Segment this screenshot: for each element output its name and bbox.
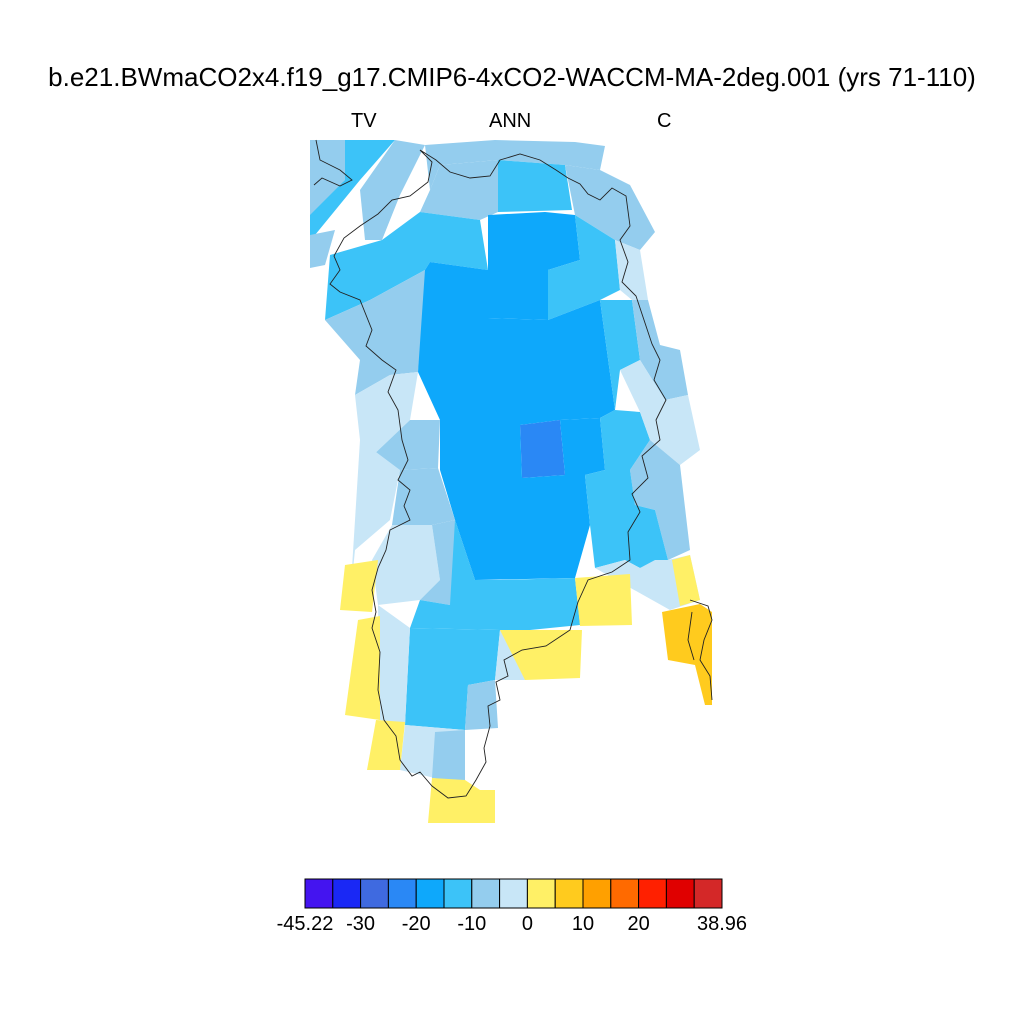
grid-cell [548, 215, 620, 320]
grid-cell [367, 720, 405, 770]
colorbar-box [665, 878, 695, 909]
grid-cell [500, 578, 580, 630]
grid-cell [350, 440, 400, 600]
grid-cell [325, 212, 488, 320]
colorbar-label: -20 [401, 913, 431, 935]
colorbar-box [554, 878, 584, 909]
grid-cell [378, 605, 410, 725]
colorbar-boxes [304, 878, 723, 909]
grid-cell [630, 440, 690, 560]
colorbar-box [360, 878, 389, 909]
colorbar-label: 20 [627, 913, 650, 935]
grid-cell [410, 520, 500, 630]
grid-cell [500, 630, 582, 680]
colorbar-box [387, 878, 417, 909]
grid-cell [418, 262, 615, 430]
grid-cell [600, 410, 650, 470]
colorbar-box [638, 878, 667, 909]
grid-cell [368, 420, 440, 470]
colorbar-box [471, 878, 501, 909]
colorbar-box [332, 878, 362, 909]
center-label: ANN [489, 110, 532, 132]
grid-cell [425, 140, 605, 190]
colorbar-label: -30 [346, 913, 376, 935]
grid-cell [565, 165, 655, 250]
grid-cell [405, 628, 500, 730]
coastline [313, 139, 713, 799]
grid-cell [520, 420, 565, 478]
colorbar-box [582, 878, 612, 909]
grid-cell [310, 140, 345, 215]
grid-cell [465, 680, 498, 730]
right-label: C [657, 110, 672, 132]
colorbar-label: 38.96 [696, 913, 748, 935]
grid-cell [355, 372, 418, 460]
plot-title: b.e21.BWmaCO2x4.f19_g17.CMIP6-4xCO2-WACC… [48, 62, 976, 92]
grid-cell [372, 525, 440, 605]
grid-cell [615, 240, 648, 300]
grid-cell [392, 468, 455, 525]
colorbar-box [526, 878, 556, 909]
grid-cell [662, 604, 712, 705]
grid-cell [575, 574, 632, 626]
colorbar-label: -45.22 [276, 913, 334, 935]
grid-cell [498, 160, 572, 212]
colorbar-label: -10 [457, 913, 487, 935]
colorbar-label: 10 [571, 913, 595, 935]
grid-cell [428, 778, 495, 823]
colorbar-box [415, 878, 445, 909]
grid-cell [672, 555, 700, 606]
grid-cell [310, 140, 395, 235]
grid-cell [340, 560, 378, 612]
grid-cell [488, 212, 580, 320]
grid-cell [440, 418, 605, 580]
colorbar-box [443, 878, 473, 909]
grid-cell [325, 270, 425, 395]
colorbar-label: 0 [521, 913, 533, 935]
grid-cell [310, 230, 335, 268]
left-label: TV [351, 110, 377, 132]
colorbar-box [304, 878, 334, 909]
grid-cell [585, 470, 668, 568]
colorbar-box [693, 878, 723, 909]
grid-cell [600, 300, 640, 410]
colorbar-box [499, 878, 528, 909]
colorbar-box [610, 878, 640, 909]
grid-cell [345, 616, 380, 720]
grid-cell [420, 160, 498, 220]
grid-cell [432, 730, 465, 782]
